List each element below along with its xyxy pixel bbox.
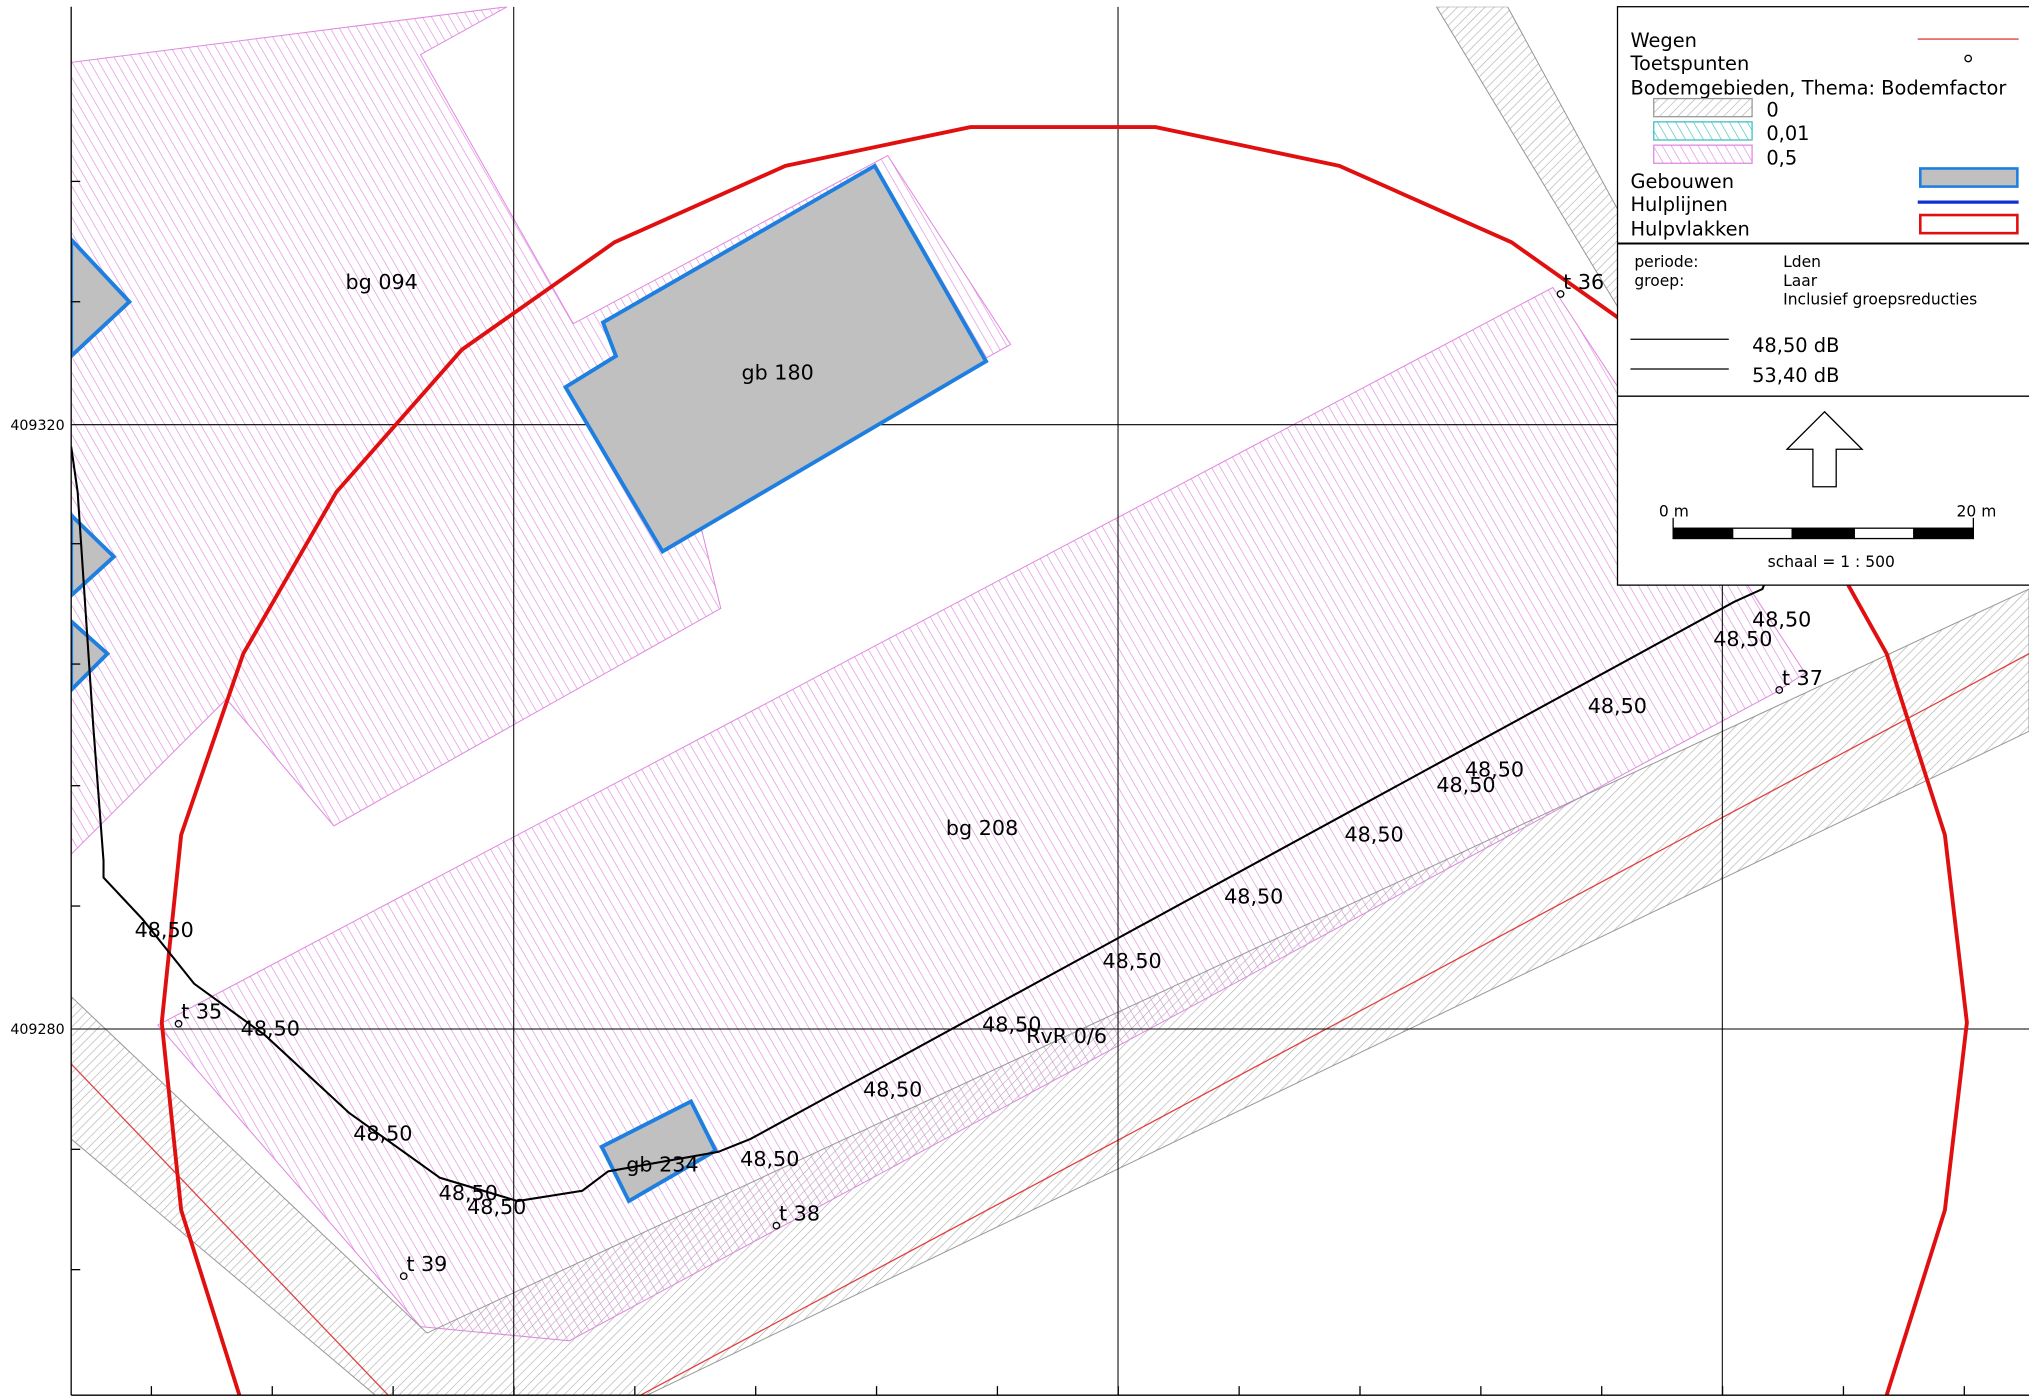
scale-end: 20 m [1957, 503, 1997, 521]
building [562, 163, 989, 555]
contour-label: 48,50 [1465, 758, 1524, 782]
road [71, 1063, 389, 1396]
info-value: Lden [1783, 253, 1821, 271]
legend-item: 0,01 [1766, 122, 1809, 145]
test-point [772, 1221, 781, 1230]
road [640, 653, 2029, 1396]
legend-item: Hulplijnen [1630, 193, 1727, 216]
test-point [1775, 686, 1784, 694]
contour-label: 48,50 [863, 1077, 922, 1101]
axis-label: 409320 [10, 418, 64, 434]
contour-label: 48,50 [740, 1147, 799, 1171]
point-label: t 35 [181, 1000, 222, 1024]
scale-bar [1672, 517, 1975, 540]
study-area [159, 125, 1969, 1396]
building-label: gb 234 [626, 1152, 698, 1176]
building [599, 1098, 719, 1204]
road-strip [71, 588, 2029, 1396]
legend-item: Gebouwen [1630, 170, 1734, 193]
legend-item: Toetspunten [1629, 52, 1749, 75]
contour-label: 48,50 [1224, 884, 1283, 908]
contour-label: 48,50 [1344, 822, 1403, 846]
frame [70, 6, 2029, 1396]
legend: Wegen Toetspunten Bodemgebieden, Thema: … [1616, 6, 2029, 586]
building [71, 236, 133, 359]
building-label: gb 180 [741, 360, 813, 384]
point-label: t 36 [1563, 270, 1604, 294]
contour-legend: 48,50 dB [1752, 334, 1839, 357]
contour-label: 48,50 [241, 1016, 300, 1040]
area-label: bg 208 [946, 816, 1018, 840]
contour-label: 48,50 [135, 918, 194, 942]
contour-label: 48,50 [1588, 694, 1647, 718]
test-point [399, 1272, 408, 1281]
legend-item: 0,5 [1766, 147, 1797, 170]
contour-label: 48,50 [439, 1181, 498, 1205]
info-value: Laar [1783, 272, 1818, 290]
ticks [71, 180, 1965, 1396]
point-label: t 38 [779, 1201, 820, 1225]
contour-line [71, 446, 1772, 1203]
contour-label: 48,50 [467, 1195, 526, 1219]
building [71, 512, 117, 599]
scale-start: 0 m [1659, 503, 1689, 521]
contour-label: 48,50 [1713, 627, 1772, 651]
legend-item: Bodemgebieden, Thema: Bodemfactor [1630, 77, 2006, 100]
legend-item: 0 [1766, 99, 1778, 122]
contour-label: 48,50 [1752, 608, 1811, 632]
info-note: Inclusief groepsreducties [1783, 290, 1977, 308]
info-label: groep: [1634, 272, 1684, 290]
contour-label: 48,50 [1436, 773, 1495, 797]
legend-item: Wegen [1630, 29, 1697, 52]
contour-label: 48,50 [982, 1013, 1041, 1037]
contour-label: 48,50 [353, 1121, 412, 1145]
area-label: bg 094 [345, 270, 417, 294]
north-arrow [1785, 410, 1864, 488]
map-content: bg 094 bg 208 gb 180 gb 234 RvR 0/6 48,5… [71, 6, 2029, 1396]
axis-label: 409280 [10, 1022, 64, 1038]
test-point [1556, 290, 1565, 298]
info-label: periode: [1634, 253, 1698, 271]
test-point [174, 1019, 183, 1028]
point-label: t 39 [406, 1252, 447, 1276]
contour-legend: 53,40 dB [1752, 364, 1839, 387]
point-label: t 37 [1782, 666, 1823, 690]
scale-text: schaal = 1 : 500 [1768, 553, 1895, 571]
line-label: RvR 0/6 [1026, 1024, 1107, 1048]
contour-label: 48,50 [1102, 949, 1161, 973]
map-labels: 48,5048,5048,5048,5048,5048,5048,5048,50… [135, 270, 1823, 1281]
legend-item: Hulpvlakken [1630, 218, 1749, 241]
